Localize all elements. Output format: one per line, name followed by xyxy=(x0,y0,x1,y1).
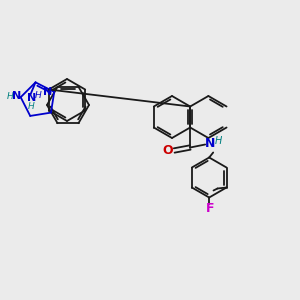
Text: H: H xyxy=(28,102,35,111)
Text: N: N xyxy=(205,137,215,150)
Text: N: N xyxy=(27,93,36,103)
Text: O: O xyxy=(163,144,173,157)
Text: N: N xyxy=(12,91,21,101)
Text: H: H xyxy=(35,91,42,100)
Text: H: H xyxy=(214,136,222,146)
Text: H: H xyxy=(6,92,13,101)
Text: N: N xyxy=(43,87,52,97)
Text: F: F xyxy=(206,202,214,215)
